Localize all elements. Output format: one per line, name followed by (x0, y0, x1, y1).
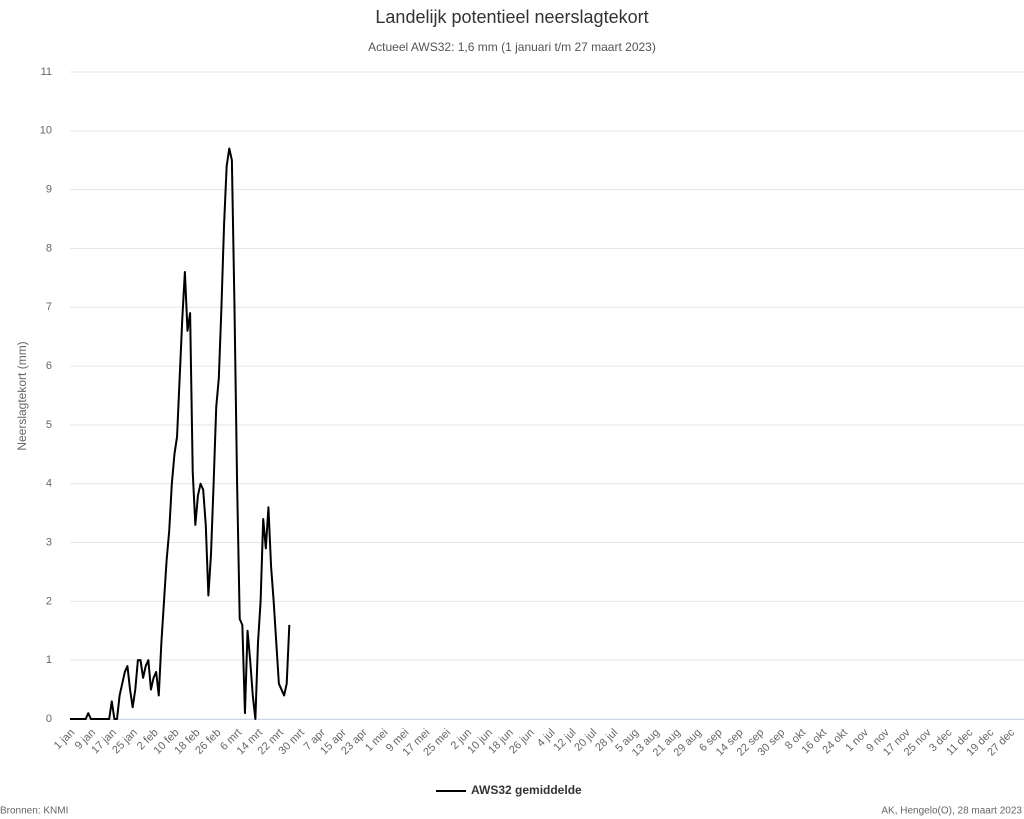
source-note: Bronnen: KNMI (0, 806, 68, 817)
y-tick-label: 5 (46, 419, 52, 431)
y-tick-label: 8 (46, 242, 52, 254)
y-axis-label: Neerslagtekort (mm) (15, 341, 29, 450)
y-tick-label: 2 (46, 595, 52, 607)
x-tick-label: 1 jan (52, 727, 77, 752)
x-tick-label: 1 mei (363, 727, 391, 755)
y-tick-label: 11 (41, 66, 52, 78)
legend-label: AWS32 gemiddelde (471, 783, 582, 797)
y-tick-label: 0 (46, 713, 52, 725)
x-tick-label: 12 jul (551, 727, 578, 754)
y-tick-label: 9 (46, 184, 52, 196)
y-tick-label: 6 (46, 360, 52, 372)
chart-subtitle: Actueel AWS32: 1,6 mm (1 januari t/m 27 … (368, 40, 656, 54)
y-tick-label: 4 (46, 478, 52, 490)
y-tick-label: 10 (40, 125, 52, 137)
chart-title: Landelijk potentieel neerslagtekort (375, 7, 648, 27)
y-tick-label: 1 (46, 654, 52, 666)
data-line (70, 147, 291, 720)
x-tick-label: 1 nov (843, 726, 871, 754)
credit-note: AK, Hengelo(O), 28 maart 2023 (881, 806, 1022, 817)
y-tick-label: 7 (46, 301, 52, 313)
x-tick-label: 20 jul (572, 727, 599, 754)
y-tick-label: 3 (46, 536, 52, 548)
